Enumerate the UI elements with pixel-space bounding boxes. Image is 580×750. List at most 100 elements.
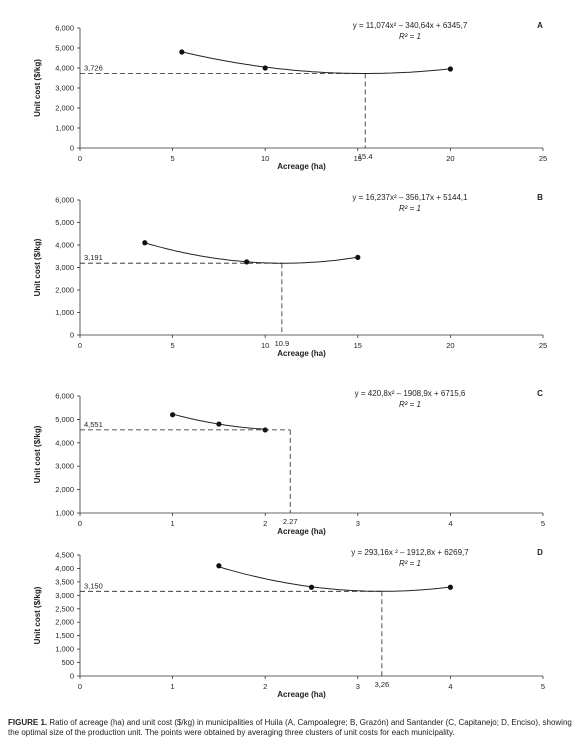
x-tick-label: 3 xyxy=(356,682,360,691)
optimum-acreage-label: 15.4 xyxy=(358,152,373,161)
x-tick-label: 5 xyxy=(171,341,175,350)
y-tick-label: 3,000 xyxy=(55,84,74,93)
y-tick-label: 1,000 xyxy=(55,308,74,317)
y-tick-label: 0 xyxy=(70,672,74,681)
x-tick-label: 15 xyxy=(354,154,362,163)
x-tick-label: 20 xyxy=(446,154,454,163)
optimum-acreage-label: 10.9 xyxy=(275,339,290,348)
x-tick-label: 2 xyxy=(263,519,267,528)
fit-curve xyxy=(218,566,451,592)
x-axis-title: Acreage (ha) xyxy=(277,349,326,358)
y-tick-label: 3,000 xyxy=(55,591,74,600)
y-tick-label: 5,000 xyxy=(55,218,74,227)
figure-caption: FIGURE 1. Ratio of acreage (ha) and unit… xyxy=(8,718,573,738)
panel-label: C xyxy=(537,389,543,398)
x-tick-label: 0 xyxy=(78,154,82,163)
y-axis-title: Unit cost ($/kg) xyxy=(33,586,42,644)
y-axis-title: Unit cost ($/kg) xyxy=(33,238,42,296)
y-tick-label: 0 xyxy=(70,331,74,340)
data-point xyxy=(216,563,222,569)
fit-equation: y = 420,8x² – 1908,9x + 6715,6 xyxy=(355,389,466,398)
y-tick-label: 5,000 xyxy=(55,44,74,53)
x-tick-label: 15 xyxy=(354,341,362,350)
y-tick-label: 5,000 xyxy=(55,415,74,424)
caption-text: Ratio of acreage (ha) and unit cost ($/k… xyxy=(8,718,572,737)
x-tick-label: 1 xyxy=(171,682,175,691)
chart-panel-d: 0 500 1,000 1,500 2,000 2,500 3,000 3,500 4,000 4… xyxy=(33,548,545,699)
optimum-cost-label: 3,191 xyxy=(84,253,103,262)
x-tick-label: 4 xyxy=(448,682,452,691)
data-point xyxy=(447,66,453,72)
y-tick-label: 4,000 xyxy=(55,438,74,447)
x-tick-label: 0 xyxy=(78,519,82,528)
x-tick-label: 2 xyxy=(263,682,267,691)
data-point xyxy=(216,421,222,427)
y-tick-label: 3,000 xyxy=(55,462,74,471)
y-tick-label: 2,500 xyxy=(55,604,74,613)
fit-curve xyxy=(144,242,358,264)
x-axis-title: Acreage (ha) xyxy=(277,527,326,536)
fit-r-squared: R² = 1 xyxy=(399,204,421,213)
data-point xyxy=(308,584,315,590)
x-tick-label: 5 xyxy=(541,519,545,528)
y-tick-label: 4,000 xyxy=(55,564,74,573)
x-axis-title: Acreage (ha) xyxy=(277,162,326,171)
x-tick-label: 5 xyxy=(541,682,545,691)
chart-panel-c: 1,000 2,000 3,000 4,000 5,000 6,000 0 1 2 3 4 5 Acre… xyxy=(33,389,545,536)
y-tick-label: 3,000 xyxy=(55,263,74,272)
caption-label: FIGURE 1. xyxy=(8,718,48,727)
y-tick-label: 1,000 xyxy=(55,645,74,654)
optimum-cost-label: 3,726 xyxy=(84,63,103,72)
data-point xyxy=(355,254,361,260)
data-point xyxy=(262,65,268,71)
optimum-cost-label: 4,551 xyxy=(84,420,103,429)
data-point xyxy=(447,584,453,590)
y-tick-label: 6,000 xyxy=(55,24,74,33)
x-tick-label: 10 xyxy=(261,341,269,350)
x-tick-label: 3 xyxy=(356,519,360,528)
data-point xyxy=(170,412,176,418)
y-tick-label: 1,500 xyxy=(55,631,74,640)
x-tick-label: 5 xyxy=(171,154,175,163)
y-tick-label: 2,000 xyxy=(55,286,74,295)
fit-equation: y = 293,16x ² – 1912,8x + 6269,7 xyxy=(351,548,469,557)
x-tick-label: 10 xyxy=(261,154,269,163)
x-tick-label: 20 xyxy=(446,341,454,350)
y-tick-label: 1,000 xyxy=(55,124,74,133)
y-tick-label: 2,000 xyxy=(55,618,74,627)
chart-panel-b: 0 1,000 2,000 3,000 4,000 5,000 6,000 0 5 10 15 20 2… xyxy=(33,193,547,358)
data-point xyxy=(179,49,185,55)
fit-r-squared: R² = 1 xyxy=(399,32,421,41)
y-tick-label: 6,000 xyxy=(55,196,74,205)
data-point xyxy=(142,240,148,246)
y-tick-label: 2,000 xyxy=(55,104,74,113)
panel-label: A xyxy=(537,21,543,30)
optimum-acreage-label: 2.27 xyxy=(283,517,298,526)
panel-label: D xyxy=(537,548,543,557)
fit-curve xyxy=(181,51,451,74)
y-tick-label: 4,000 xyxy=(55,64,74,73)
fit-equation: y = 16,237x² – 356,17x + 5144,1 xyxy=(352,193,468,202)
optimum-acreage-label: 3,26 xyxy=(375,680,390,689)
panel-label: B xyxy=(537,193,543,202)
x-tick-label: 0 xyxy=(78,341,82,350)
y-tick-label: 2,000 xyxy=(55,485,74,494)
y-tick-label: 6,000 xyxy=(55,392,74,401)
fit-r-squared: R² = 1 xyxy=(399,559,421,568)
optimum-cost-label: 3,150 xyxy=(84,581,103,590)
y-axis-title: Unit cost ($/kg) xyxy=(33,59,42,117)
x-tick-label: 25 xyxy=(539,341,547,350)
x-axis-title: Acreage (ha) xyxy=(277,690,326,699)
y-tick-label: 1,000 xyxy=(55,509,74,518)
chart-panel-a: 0 1,000 2,000 3,000 4,000 5,000 6,000 0 5 10 15 20 2… xyxy=(33,21,547,171)
y-axis-title: Unit cost ($/kg) xyxy=(33,425,42,483)
y-tick-label: 0 xyxy=(70,144,74,153)
y-tick-label: 4,500 xyxy=(55,551,74,560)
x-tick-label: 4 xyxy=(448,519,452,528)
y-tick-label: 500 xyxy=(61,658,74,667)
fit-r-squared: R² = 1 xyxy=(399,400,421,409)
y-tick-label: 4,000 xyxy=(55,241,74,250)
data-point xyxy=(244,259,250,265)
x-tick-label: 0 xyxy=(78,682,82,691)
